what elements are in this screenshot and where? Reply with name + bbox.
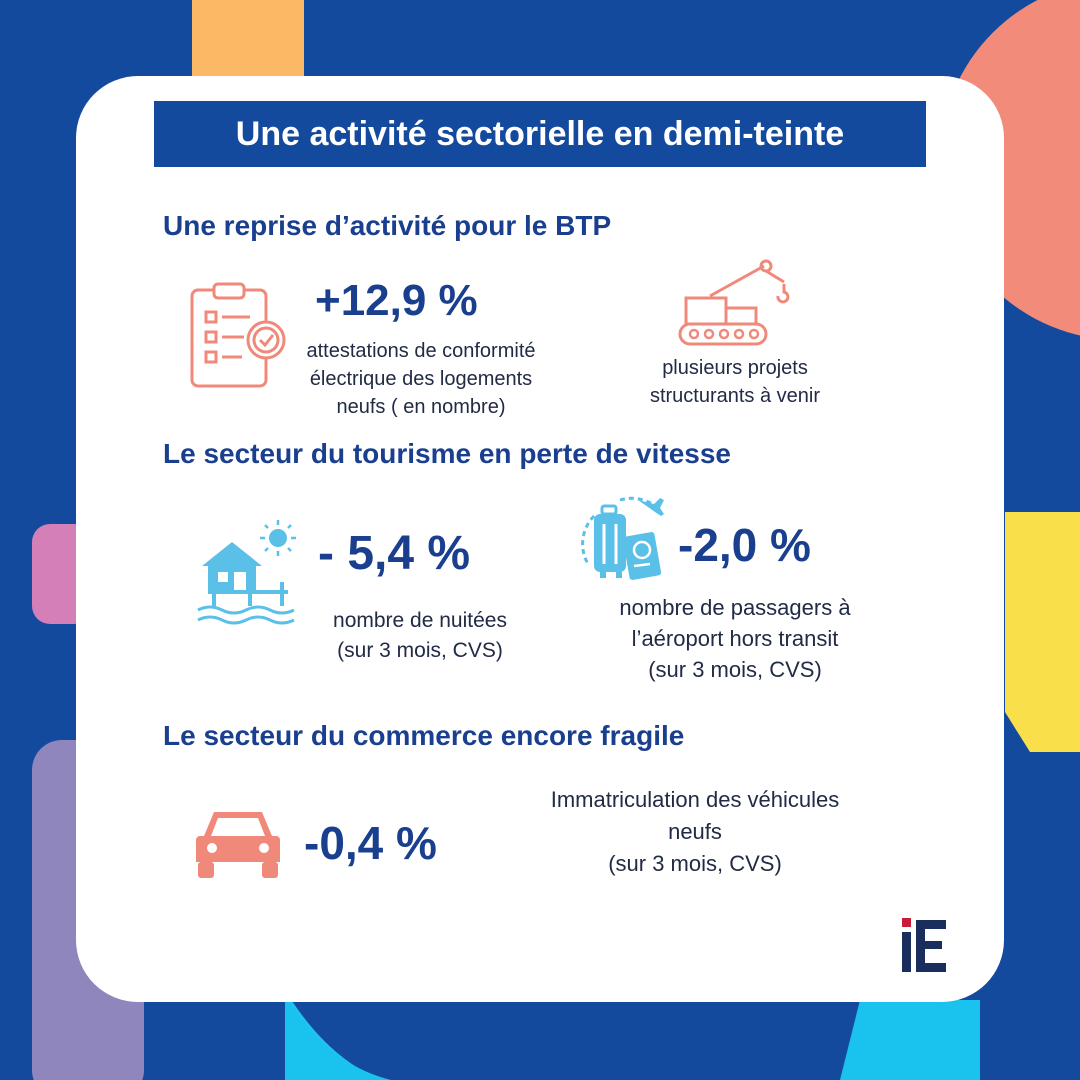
btp-projects-description: plusieurs projets structurants à venir [610,354,860,410]
description-line: Immatriculation des véhicules [550,787,840,812]
description-line: (sur 3 mois, CVS) [608,851,782,876]
beach-house-icon [197,520,296,625]
section-title-btp: Une reprise d’activité pour le BTP [163,210,612,241]
description-line: structurants à venir [649,385,821,407]
vehicules-description: Immatriculation des véhicules neufs (sur… [500,784,890,880]
description-line: (sur 3 mois, CVS) [337,639,503,662]
description-line: neufs ( en nombre) [336,396,506,418]
section-title-tourisme: Le secteur du tourisme en perte de vites… [163,438,731,469]
ie-logo [902,918,946,972]
description-line: neufs [668,819,722,844]
vehicules-value: -0,4 % [304,817,437,869]
nuitees-value: - 5,4 % [318,527,471,580]
description-line: nombre de passagers à [619,595,851,620]
crane-icon [678,259,790,346]
btp-value: +12,9 % [315,276,478,325]
section-title-commerce: Le secteur du commerce encore fragile [163,720,685,751]
description-line: nombre de nuitées [333,609,507,632]
nuitees-description: nombre de nuitées (sur 3 mois, CVS) [300,606,540,666]
btp-description: attestations de conformité électrique de… [286,337,556,421]
aeroport-description: nombre de passagers à l’aéroport hors tr… [580,592,890,685]
travel-luggage-icon [581,496,664,580]
page-title: Une activité sectorielle en demi-teinte [235,115,845,153]
title-banner: Une activité sectorielle en demi-teinte [154,101,926,167]
description-line: (sur 3 mois, CVS) [648,657,822,682]
description-line: attestations de conformité [306,340,536,362]
description-line: plusieurs projets [662,357,808,379]
description-line: l’aéroport hors transit [631,626,839,651]
aeroport-value: -2,0 % [678,519,811,571]
description-line: électrique des logements [309,368,533,390]
car-icon [196,812,280,878]
clipboard-check-icon [190,282,286,388]
